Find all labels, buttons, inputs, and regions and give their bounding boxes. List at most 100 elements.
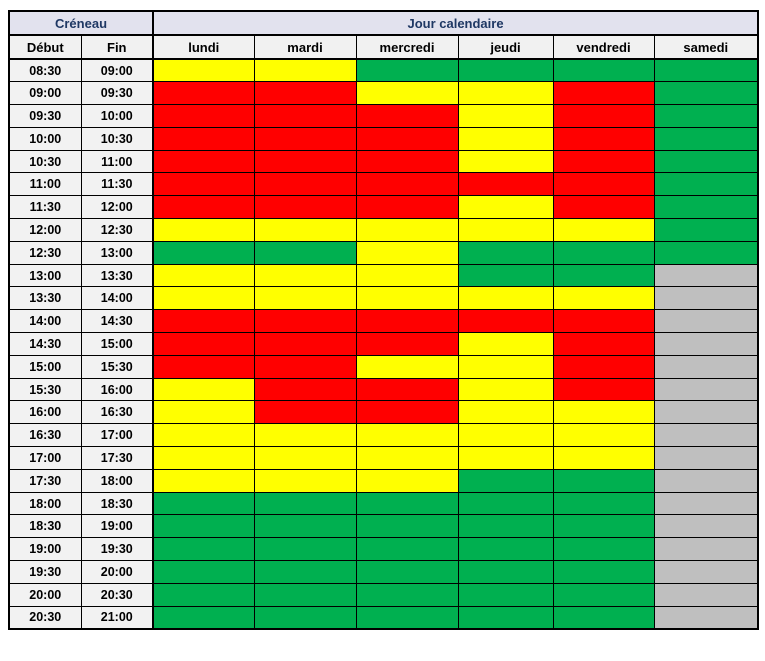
availability-cell-samedi-09:30[interactable] [653,104,759,128]
availability-cell-jeudi-08:30[interactable] [457,58,554,83]
availability-cell-mercredi-11:00[interactable] [355,172,459,197]
availability-cell-mardi-19:30[interactable] [253,560,357,584]
availability-cell-jeudi-13:30[interactable] [457,286,554,311]
availability-cell-lundi-14:30[interactable] [152,332,255,356]
availability-cell-mardi-16:00[interactable] [253,400,357,425]
availability-cell-mercredi-19:30[interactable] [355,560,459,584]
availability-cell-mercredi-10:30[interactable] [355,149,459,174]
availability-cell-vendredi-16:00[interactable] [552,400,655,425]
availability-cell-jeudi-20:30[interactable] [457,605,554,630]
availability-cell-mardi-12:00[interactable] [253,218,357,242]
availability-cell-lundi-09:00[interactable] [152,81,255,106]
availability-cell-vendredi-18:00[interactable] [552,491,655,516]
availability-cell-mardi-14:30[interactable] [253,332,357,356]
availability-cell-vendredi-10:30[interactable] [552,149,655,174]
availability-cell-jeudi-09:30[interactable] [457,104,554,128]
availability-cell-vendredi-15:00[interactable] [552,354,655,379]
availability-cell-lundi-16:00[interactable] [152,400,255,425]
availability-cell-samedi-19:30[interactable] [653,560,759,584]
availability-cell-mardi-14:00[interactable] [253,309,357,334]
availability-cell-mercredi-12:00[interactable] [355,218,459,242]
availability-cell-vendredi-10:00[interactable] [552,126,655,151]
availability-cell-samedi-18:00[interactable] [653,491,759,516]
availability-cell-mardi-20:00[interactable] [253,582,357,607]
availability-cell-lundi-08:30[interactable] [152,58,255,83]
availability-cell-mercredi-16:30[interactable] [355,423,459,448]
availability-cell-vendredi-12:00[interactable] [552,218,655,242]
availability-cell-samedi-10:30[interactable] [653,149,759,174]
availability-cell-lundi-20:30[interactable] [152,605,255,630]
availability-cell-lundi-10:30[interactable] [152,149,255,174]
availability-cell-mercredi-14:00[interactable] [355,309,459,334]
availability-cell-jeudi-15:30[interactable] [457,377,554,402]
availability-cell-vendredi-17:00[interactable] [552,446,655,470]
availability-cell-vendredi-18:30[interactable] [552,514,655,539]
availability-cell-jeudi-20:00[interactable] [457,582,554,607]
availability-cell-mardi-18:00[interactable] [253,491,357,516]
availability-cell-samedi-14:30[interactable] [653,332,759,356]
availability-cell-mercredi-08:30[interactable] [355,58,459,83]
availability-cell-samedi-11:00[interactable] [653,172,759,197]
availability-cell-samedi-18:30[interactable] [653,514,759,539]
availability-cell-samedi-09:00[interactable] [653,81,759,106]
availability-cell-lundi-14:00[interactable] [152,309,255,334]
availability-cell-vendredi-19:30[interactable] [552,560,655,584]
availability-cell-samedi-15:30[interactable] [653,377,759,402]
availability-cell-lundi-10:00[interactable] [152,126,255,151]
availability-cell-mardi-10:30[interactable] [253,149,357,174]
availability-cell-mercredi-13:30[interactable] [355,286,459,311]
availability-cell-mardi-19:00[interactable] [253,537,357,562]
availability-cell-samedi-17:30[interactable] [653,468,759,493]
availability-cell-samedi-12:00[interactable] [653,218,759,242]
availability-cell-jeudi-16:30[interactable] [457,423,554,448]
availability-cell-jeudi-13:00[interactable] [457,263,554,288]
availability-cell-vendredi-19:00[interactable] [552,537,655,562]
availability-cell-lundi-12:00[interactable] [152,218,255,242]
availability-cell-lundi-18:30[interactable] [152,514,255,539]
availability-cell-jeudi-17:00[interactable] [457,446,554,470]
availability-cell-samedi-16:00[interactable] [653,400,759,425]
availability-cell-mardi-13:30[interactable] [253,286,357,311]
availability-cell-jeudi-16:00[interactable] [457,400,554,425]
availability-cell-vendredi-08:30[interactable] [552,58,655,83]
availability-cell-mardi-09:30[interactable] [253,104,357,128]
availability-cell-vendredi-11:30[interactable] [552,195,655,220]
availability-cell-samedi-14:00[interactable] [653,309,759,334]
availability-cell-mercredi-20:00[interactable] [355,582,459,607]
availability-cell-mardi-18:30[interactable] [253,514,357,539]
availability-cell-lundi-16:30[interactable] [152,423,255,448]
availability-cell-vendredi-15:30[interactable] [552,377,655,402]
availability-cell-mardi-15:30[interactable] [253,377,357,402]
availability-cell-vendredi-13:00[interactable] [552,263,655,288]
availability-cell-samedi-19:00[interactable] [653,537,759,562]
availability-cell-jeudi-14:00[interactable] [457,309,554,334]
availability-cell-samedi-20:00[interactable] [653,582,759,607]
availability-cell-jeudi-12:00[interactable] [457,218,554,242]
availability-cell-mercredi-16:00[interactable] [355,400,459,425]
availability-cell-mardi-17:00[interactable] [253,446,357,470]
availability-cell-lundi-09:30[interactable] [152,104,255,128]
availability-cell-jeudi-09:00[interactable] [457,81,554,106]
availability-cell-jeudi-10:30[interactable] [457,149,554,174]
availability-cell-lundi-18:00[interactable] [152,491,255,516]
availability-cell-vendredi-14:30[interactable] [552,332,655,356]
availability-cell-lundi-11:30[interactable] [152,195,255,220]
availability-cell-vendredi-12:30[interactable] [552,240,655,265]
availability-cell-vendredi-20:00[interactable] [552,582,655,607]
availability-cell-lundi-13:30[interactable] [152,286,255,311]
availability-cell-mardi-16:30[interactable] [253,423,357,448]
availability-cell-vendredi-13:30[interactable] [552,286,655,311]
availability-cell-jeudi-12:30[interactable] [457,240,554,265]
availability-cell-samedi-16:30[interactable] [653,423,759,448]
availability-cell-jeudi-11:30[interactable] [457,195,554,220]
availability-cell-lundi-17:00[interactable] [152,446,255,470]
availability-cell-mardi-09:00[interactable] [253,81,357,106]
availability-cell-samedi-12:30[interactable] [653,240,759,265]
availability-cell-mercredi-12:30[interactable] [355,240,459,265]
availability-cell-samedi-10:00[interactable] [653,126,759,151]
availability-cell-mardi-10:00[interactable] [253,126,357,151]
availability-cell-mardi-08:30[interactable] [253,58,357,83]
availability-cell-vendredi-11:00[interactable] [552,172,655,197]
availability-cell-jeudi-17:30[interactable] [457,468,554,493]
availability-cell-mercredi-09:30[interactable] [355,104,459,128]
